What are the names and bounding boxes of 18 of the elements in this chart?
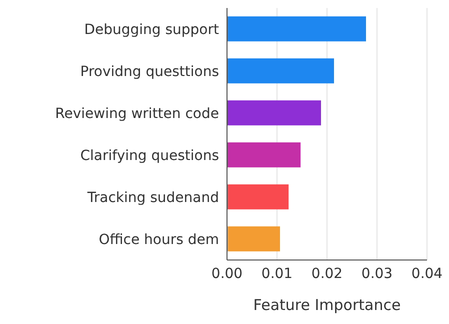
bar: [227, 16, 366, 42]
x-tick-label: 0.00: [211, 266, 243, 282]
bar: [227, 226, 280, 252]
y-tick-label: Tracking sudenand: [86, 190, 219, 206]
x-axis-title: Feature Importance: [253, 296, 401, 314]
bar: [227, 184, 288, 210]
x-tick-label: 0.01: [261, 266, 293, 282]
x-tick-label: 0.03: [361, 266, 393, 282]
x-tick-label: 0.04: [411, 266, 443, 282]
bar: [227, 142, 300, 168]
bar: [227, 58, 334, 84]
bar: [227, 100, 321, 126]
y-tick-label: Providng questtions: [80, 64, 219, 80]
x-tick-label: 0.02: [311, 266, 343, 282]
y-tick-label: Debugging support: [84, 22, 220, 38]
y-tick-label: Clarifying questions: [80, 148, 219, 164]
y-tick-label: Office hours dem: [98, 232, 219, 248]
y-tick-label: Reviewing written code: [55, 106, 219, 122]
